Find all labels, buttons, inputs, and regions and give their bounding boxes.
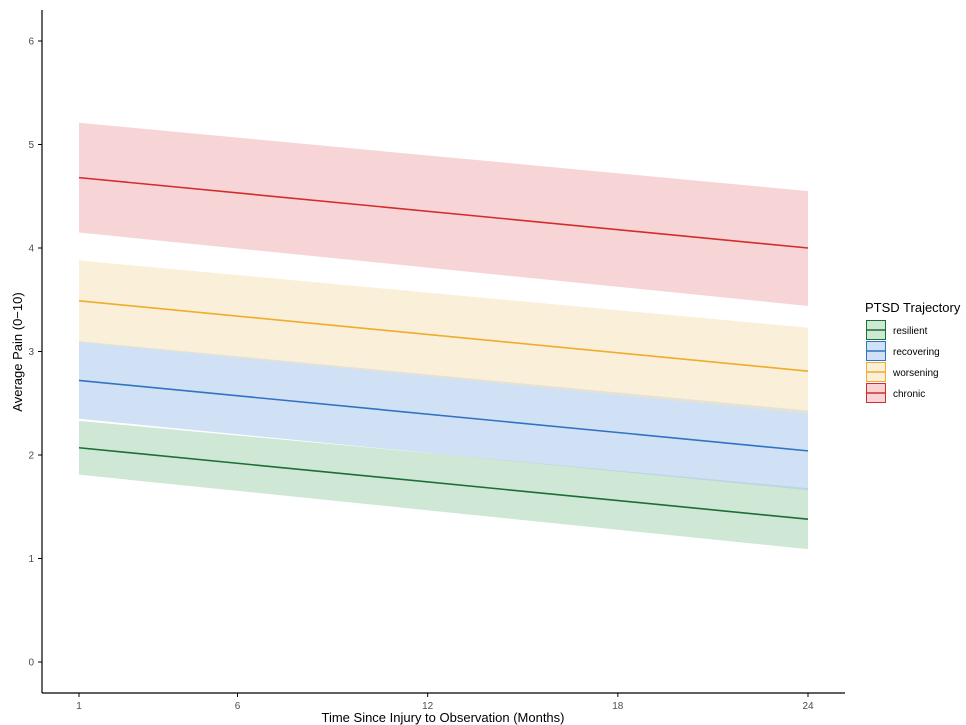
y-tick-label: 0: [28, 658, 34, 669]
y-tick-label: 5: [28, 140, 34, 151]
x-axis-title: Time Since Injury to Observation (Months…: [322, 710, 565, 725]
line-resilient: [78, 446, 809, 520]
x-tick-label: 6: [235, 701, 241, 712]
y-tick-label: 2: [28, 451, 34, 462]
band-resilient: [79, 420, 808, 550]
y-axis-ticks: 0 1 2 3 4 5 6: [28, 37, 42, 669]
y-tick-label: 4: [28, 244, 34, 255]
x-tick-label: 18: [612, 701, 624, 712]
legend-label-chronic: chronic: [893, 389, 925, 400]
y-axis-title: Average Pain (0−10): [10, 292, 25, 411]
legend-title: PTSD Trajectory: [865, 300, 961, 315]
line-worsening: [78, 299, 809, 372]
x-tick-label: 12: [422, 701, 434, 712]
y-tick-label: 3: [28, 347, 34, 358]
legend: PTSD Trajectory resilient recovering worse…: [865, 300, 961, 403]
y-tick-label: 6: [28, 37, 34, 48]
x-axis-ticks: 1 6 12 18 24: [76, 693, 814, 712]
x-tick-label: 1: [76, 701, 82, 712]
legend-label-recovering: recovering: [893, 347, 940, 358]
band-chronic: [79, 122, 808, 306]
x-tick-label: 24: [802, 701, 814, 712]
trend-lines: [78, 176, 809, 520]
y-tick-label: 1: [28, 554, 34, 565]
band-worsening: [79, 260, 808, 414]
line-recovering: [78, 379, 809, 452]
legend-label-resilient: resilient: [893, 326, 928, 337]
line-chronic: [78, 176, 809, 249]
legend-label-worsening: worsening: [892, 368, 939, 379]
